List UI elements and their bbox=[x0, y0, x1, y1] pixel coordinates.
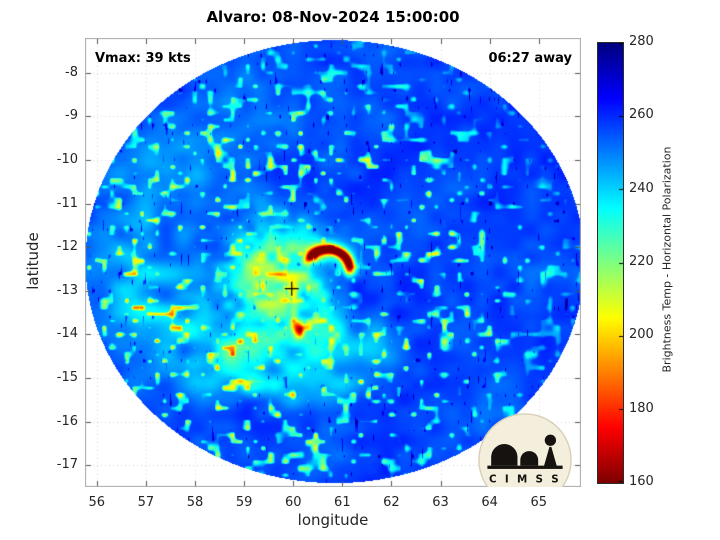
x-tick-label: 60 bbox=[284, 495, 302, 510]
y-tick-label: -8 bbox=[65, 64, 78, 80]
y-tick-label: -15 bbox=[56, 370, 78, 386]
colorbar-tick-label: 280 bbox=[629, 34, 654, 49]
colorbar-tick-label: 240 bbox=[629, 180, 654, 196]
y-tick-label: -16 bbox=[56, 413, 78, 429]
y-tick-label: -14 bbox=[56, 326, 78, 342]
x-tick-label: 58 bbox=[186, 495, 204, 510]
y-tick-label: -17 bbox=[56, 457, 78, 473]
x-tick-label: 56 bbox=[88, 495, 106, 510]
colorbar-tick-label: 260 bbox=[629, 107, 654, 123]
colorbar bbox=[597, 42, 624, 484]
y-tick-label: -11 bbox=[56, 195, 78, 211]
colorbar-tick-label: 160 bbox=[629, 474, 654, 489]
vmax-annotation: Vmax: 39 kts bbox=[95, 51, 191, 66]
colorbar-canvas bbox=[598, 43, 623, 483]
y-tick-label: -12 bbox=[56, 239, 78, 255]
overpass-annotation: 06:27 away bbox=[488, 51, 572, 66]
x-tick-label: 59 bbox=[235, 495, 253, 510]
x-axis-label: longitude bbox=[297, 511, 369, 529]
colorbar-tick-label: 200 bbox=[629, 327, 654, 343]
x-tick-label: 63 bbox=[432, 495, 449, 510]
x-tick-label: 65 bbox=[530, 495, 548, 510]
x-tick-label: 62 bbox=[383, 495, 400, 510]
x-tick-label: 61 bbox=[334, 495, 351, 510]
x-tick-label: 57 bbox=[137, 495, 155, 510]
y-tick-label: -13 bbox=[56, 282, 78, 298]
plot-area[interactable]: Vmax: 39 kts 06:27 away C I M S S bbox=[85, 38, 581, 487]
plot-title: Alvaro: 08-Nov-2024 15:00:00 bbox=[206, 8, 460, 26]
colorbar-tick-label: 180 bbox=[629, 400, 654, 416]
heatmap-canvas bbox=[85, 38, 581, 487]
logo-text: C I M S S bbox=[489, 474, 561, 486]
cimss-logo: C I M S S bbox=[478, 413, 572, 487]
x-tick-label: 64 bbox=[481, 495, 498, 510]
observatory-silhouette-icon bbox=[487, 434, 563, 469]
colorbar-tick-label: 220 bbox=[629, 254, 654, 269]
y-tick-label: -10 bbox=[56, 152, 78, 168]
y-tick-label: -9 bbox=[65, 108, 78, 124]
